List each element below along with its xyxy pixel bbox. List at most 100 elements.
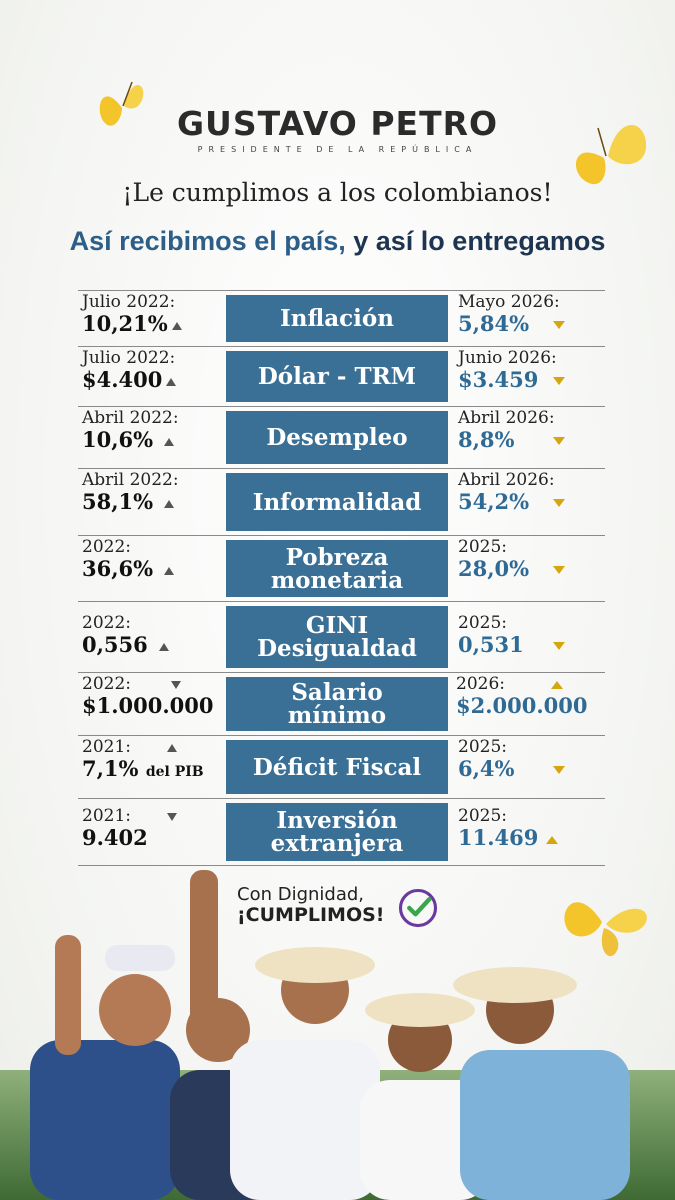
indicator-label: Déficit Fiscal bbox=[226, 740, 448, 794]
indicator-label: Salario mínimo bbox=[226, 677, 448, 731]
increase-icon bbox=[159, 642, 170, 651]
logo-name: GUSTAVO PETRO bbox=[176, 104, 499, 143]
right-cell: 2025: 6,4% bbox=[448, 736, 605, 798]
subheadline-part-b: y así lo entregamos bbox=[345, 226, 606, 256]
checkmark-icon bbox=[398, 888, 438, 928]
right-label: 2025: bbox=[458, 537, 507, 557]
right-value: $2.000.000 bbox=[456, 693, 588, 718]
decrease-icon bbox=[167, 812, 177, 821]
left-label: 2022: bbox=[82, 537, 131, 557]
butterfly-icon bbox=[575, 125, 647, 185]
table-row: Abril 2022: 58,1% Informalidad Abril 202… bbox=[78, 469, 605, 536]
right-cell: 2025: 11.469 bbox=[448, 799, 605, 865]
left-value: 36,6% bbox=[82, 556, 154, 581]
increase-icon bbox=[164, 566, 175, 575]
left-value: 10,6% bbox=[82, 427, 154, 452]
indicator-label: Desempleo bbox=[226, 411, 448, 464]
table-row: 2021: 9.402 Inversión extranjera 2025: 11… bbox=[78, 799, 605, 866]
left-value: $4.400 bbox=[82, 367, 163, 392]
left-label: 2021: bbox=[82, 806, 131, 826]
left-cell: 2021: 9.402 bbox=[78, 799, 226, 865]
right-label: 2025: bbox=[458, 737, 507, 757]
people-photo bbox=[0, 870, 675, 1200]
left-value: $1.000.000 bbox=[82, 693, 214, 718]
right-cell: Abril 2026: 8,8% bbox=[448, 407, 605, 468]
decrease-icon bbox=[553, 499, 565, 507]
left-value: 9.402 bbox=[82, 825, 148, 850]
indicator-line-1: Pobreza bbox=[285, 543, 389, 571]
indicator-label: Dólar - TRM bbox=[226, 351, 448, 402]
left-value: 0,556 bbox=[82, 632, 148, 657]
left-cell: Julio 2022: 10,21% bbox=[78, 291, 226, 346]
left-cell: Abril 2022: 58,1% bbox=[78, 469, 226, 535]
decrease-icon bbox=[553, 377, 565, 385]
table-row: 2022: 0,556 GINI Desigualdad 2025: 0,531 bbox=[78, 602, 605, 673]
indicator-label: Inflación bbox=[226, 295, 448, 342]
butterfly-icon bbox=[99, 81, 144, 126]
increase-icon bbox=[166, 377, 177, 386]
indicator-label: GINI Desigualdad bbox=[226, 606, 448, 668]
indicator-line-2: mínimo bbox=[287, 702, 387, 729]
slogan-line-2: ¡CUMPLIMOS! bbox=[237, 904, 385, 926]
table-row: 2021: 7,1% del PIB Déficit Fiscal 2025: … bbox=[78, 736, 605, 799]
right-value: 8,8% bbox=[458, 427, 515, 452]
indicator-label: Informalidad bbox=[226, 473, 448, 531]
table-row: 2022: $1.000.000 Salario mínimo 2026: $2.… bbox=[78, 673, 605, 736]
headline: ¡Le cumplimos a los colombianos! bbox=[122, 178, 553, 207]
left-label: 2022: bbox=[82, 674, 131, 694]
increase-icon bbox=[167, 743, 177, 752]
left-cell: 2022: 36,6% bbox=[78, 536, 226, 601]
right-cell: 2025: 0,531 bbox=[448, 602, 605, 672]
right-cell: Mayo 2026: 5,84% bbox=[448, 291, 605, 346]
comparison-table: Julio 2022: 10,21% Inflación Mayo 2026: … bbox=[78, 290, 605, 866]
left-cell: 2021: 7,1% del PIB bbox=[78, 736, 226, 798]
subheadline-part-a: Así recibimos el país, bbox=[69, 226, 346, 256]
decrease-icon bbox=[171, 680, 181, 689]
right-value: 0,531 bbox=[458, 632, 524, 657]
indicator-line-2: Desigualdad bbox=[257, 635, 417, 662]
increase-icon bbox=[171, 321, 182, 330]
right-value: 5,84% bbox=[458, 311, 530, 336]
left-value: 58,1% bbox=[82, 489, 154, 514]
right-cell: 2026: $2.000.000 bbox=[448, 673, 605, 735]
left-value: 10,21% bbox=[82, 311, 168, 336]
left-value: 7,1% bbox=[82, 756, 139, 781]
table-row: Julio 2022: $4.400 Dólar - TRM Junio 202… bbox=[78, 347, 605, 407]
right-value: 11.469 bbox=[458, 825, 539, 850]
right-label: 2025: bbox=[458, 806, 507, 826]
slogan: Con Dignidad, ¡CUMPLIMOS! bbox=[237, 884, 384, 926]
indicator-line-1: Inversión bbox=[276, 807, 398, 834]
increase-icon bbox=[551, 680, 563, 689]
right-value: 28,0% bbox=[458, 556, 530, 581]
logo: GUSTAVO PETRO PRESIDENTE DE LA REPÚBLICA bbox=[0, 104, 675, 154]
table-row: 2022: 36,6% Pobreza monetaria 2025: 28,0% bbox=[78, 536, 605, 602]
indicator-label: Inversión extranjera bbox=[226, 803, 448, 861]
right-cell: Junio 2026: $3.459 bbox=[448, 347, 605, 406]
right-label: 2025: bbox=[458, 613, 507, 633]
left-label: 2022: bbox=[82, 613, 131, 633]
indicator-line-1: Salario bbox=[291, 679, 383, 706]
table-row: Abril 2022: 10,6% Desempleo Abril 2026: … bbox=[78, 407, 605, 469]
left-label: Julio 2022: bbox=[82, 348, 176, 368]
left-cell: Julio 2022: $4.400 bbox=[78, 347, 226, 406]
left-cell: 2022: $1.000.000 bbox=[78, 673, 226, 735]
right-label: Abril 2026: bbox=[458, 408, 555, 428]
right-value: 6,4% bbox=[458, 756, 515, 781]
right-label: Junio 2026: bbox=[458, 348, 557, 368]
left-label: Abril 2022: bbox=[82, 408, 179, 428]
indicator-line-1: GINI bbox=[305, 612, 369, 639]
left-cell: Abril 2022: 10,6% bbox=[78, 407, 226, 468]
butterfly-icon bbox=[564, 902, 647, 957]
subheadline: Así recibimos el país, y así lo entregam… bbox=[0, 226, 675, 257]
right-label: Abril 2026: bbox=[458, 470, 555, 490]
right-value: 54,2% bbox=[458, 489, 530, 514]
slogan-line-1: Con Dignidad, bbox=[237, 884, 365, 905]
increase-icon bbox=[164, 437, 175, 446]
left-label: 2021: bbox=[82, 737, 131, 757]
left-label: Abril 2022: bbox=[82, 470, 179, 490]
increase-icon bbox=[164, 499, 175, 508]
right-cell: 2025: 28,0% bbox=[448, 536, 605, 601]
indicator-line-2: monetaria bbox=[270, 566, 404, 594]
right-cell: Abril 2026: 54,2% bbox=[448, 469, 605, 535]
